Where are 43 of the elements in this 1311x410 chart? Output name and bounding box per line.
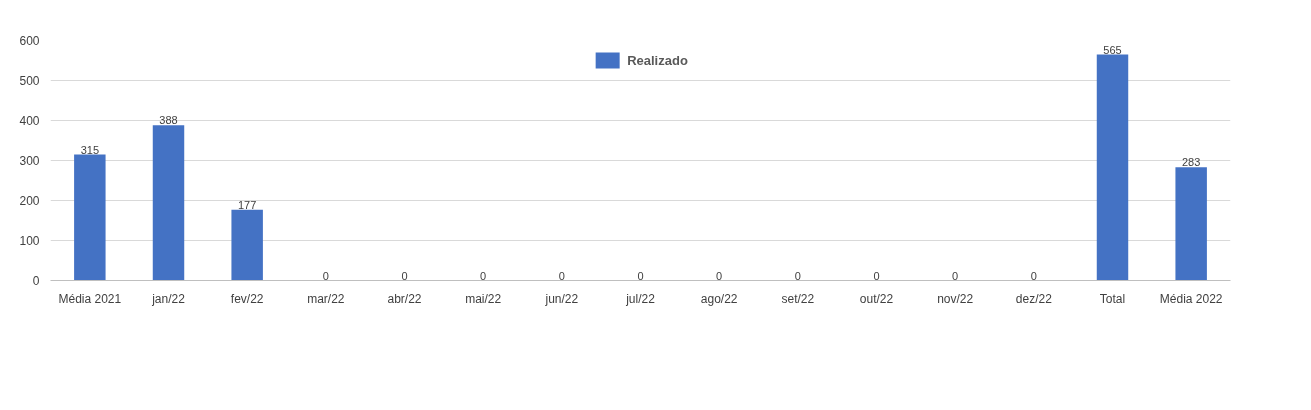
y-tick-label: 600 (19, 34, 40, 48)
x-tick-label: abr/22 (387, 291, 422, 306)
data-label: 0 (322, 269, 329, 282)
bar (231, 209, 263, 281)
x-tick-label: out/22 (859, 291, 894, 306)
x-tick-label: jan/22 (151, 291, 186, 306)
y-tick-label: 0 (32, 274, 40, 288)
x-tick-label: jul/22 (625, 291, 656, 306)
y-tick-label: 500 (19, 74, 40, 88)
y-tick-label: 100 (19, 234, 40, 248)
data-label: 283 (1181, 156, 1201, 169)
x-tick-label: jun/22 (544, 291, 579, 306)
data-label: 0 (794, 269, 801, 282)
legend-label: Realizado (627, 52, 688, 68)
x-tick-label: Média 2022 (1159, 291, 1223, 306)
x-tick-label: mai/22 (465, 291, 502, 306)
data-label: 315 (80, 143, 100, 156)
data-label: 0 (952, 269, 959, 282)
data-label: 0 (637, 269, 644, 282)
bar (1096, 54, 1129, 281)
data-label: 177 (237, 198, 257, 211)
y-tick-label: 400 (19, 114, 40, 128)
x-tick-label: Média 2021 (58, 291, 122, 306)
data-label: 0 (480, 269, 487, 282)
bar (74, 154, 106, 281)
x-tick-label: fev/22 (230, 291, 264, 306)
data-label: 388 (159, 114, 178, 127)
y-tick-label: 200 (19, 194, 40, 208)
data-label: 0 (1030, 269, 1037, 282)
x-tick-label: mar/22 (307, 291, 345, 306)
x-tick-label: ago/22 (700, 291, 738, 306)
data-label: 0 (716, 269, 723, 282)
x-tick-label: dez/22 (1015, 291, 1053, 306)
data-label: 0 (401, 269, 408, 282)
bar (152, 125, 185, 281)
x-tick-label: set/22 (781, 291, 815, 306)
x-tick-label: nov/22 (937, 291, 974, 306)
data-label: 0 (873, 269, 880, 282)
data-label: 0 (558, 269, 565, 282)
y-tick-label: 300 (19, 154, 40, 168)
bar (1175, 167, 1207, 281)
x-tick-label: Total (1099, 291, 1126, 306)
data-label: 565 (1103, 43, 1122, 56)
